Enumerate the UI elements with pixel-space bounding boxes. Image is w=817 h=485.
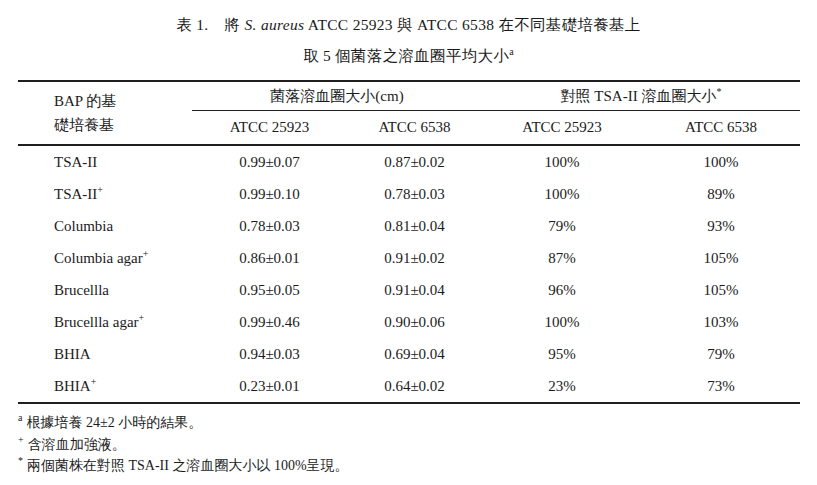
table-row: Brucellla agar+ 0.99±0.46 0.90±0.06 100%… [18,306,800,338]
header-group-zone-size-label: 菌落溶血圈大小(cm) [270,88,403,104]
medium-name: Columbia agar [54,250,143,266]
table-title: 表 1. 將 S. aureus ATCC 25923 與 ATCC 6538 在… [0,0,817,71]
footnote-plus: + 含溶血加強液。 [18,434,817,456]
value-cell: 0.95±0.05 [192,274,347,306]
value-cell: 0.90±0.06 [347,306,482,338]
table-title-line1: 表 1. 將 S. aureus ATCC 25923 與 ATCC 6538 在… [0,9,817,40]
footnote-text: 根據培養 24±2 小時的結果。 [26,415,202,430]
row-label: TSA-II [18,145,192,178]
value-cell: 79% [482,210,642,242]
value-cell: 0.99±0.10 [192,178,347,210]
header-group-vs-tsa2-marker: * [716,86,721,97]
value-cell: 0.78±0.03 [192,210,347,242]
header-group-row: BAP 的基 礎培養基 菌落溶血圈大小(cm) 對照 TSA-II 溶血圈大小* [18,81,800,111]
value-cell: 100% [482,178,642,210]
hemolysis-table: BAP 的基 礎培養基 菌落溶血圈大小(cm) 對照 TSA-II 溶血圈大小*… [18,80,800,404]
header-group-vs-tsa2: 對照 TSA-II 溶血圈大小* [482,81,800,111]
footnote-marker: a [18,412,22,423]
footnote-asterisk: * 兩個菌株在對照 TSA-II 之溶血圈大小以 100%呈現。 [18,455,817,477]
value-cell: 93% [642,210,800,242]
row-label: Brucellla [18,274,192,306]
footnote-a: a 根據培養 24±2 小時的結果。 [18,412,817,434]
medium-name: Columbia [54,218,113,234]
header-atcc25923-pct: ATCC 25923 [482,111,642,146]
header-atcc25923-cm: ATCC 25923 [192,111,347,146]
row-label: Brucellla agar+ [18,306,192,338]
value-cell: 0.87±0.02 [347,145,482,178]
table-row: TSA-II 0.99±0.07 0.87±0.02 100% 100% [18,145,800,178]
footnote-marker: * [18,455,23,466]
header-base-medium-line1: BAP 的基 [54,89,192,113]
value-cell: 0.99±0.07 [192,145,347,178]
value-cell: 96% [482,274,642,306]
value-cell: 23% [482,370,642,403]
row-label: BHIA+ [18,370,192,403]
header-base-medium-line2: 礎培養基 [54,113,192,137]
title-text-pre: 將 [225,16,245,33]
value-cell: 95% [482,338,642,370]
table-title-line2: 取 5 個菌落之溶血圈平均大小a [0,40,817,71]
medium-sup: + [97,184,103,195]
value-cell: 0.94±0.03 [192,338,347,370]
title-text-post: ATCC 25923 與 ATCC 6538 在不同基礎培養基上 [304,16,640,33]
medium-name: BHIA [54,346,91,362]
title-line2-text: 取 5 個菌落之溶血圈平均大小 [303,47,509,64]
value-cell: 0.64±0.02 [347,370,482,403]
value-cell: 103% [642,306,800,338]
value-cell: 73% [642,370,800,403]
header-base-medium: BAP 的基 礎培養基 [18,81,192,145]
medium-sup: + [91,376,97,387]
value-cell: 100% [482,145,642,178]
value-cell: 105% [642,242,800,274]
table-number: 表 1. [176,16,208,33]
row-label: Columbia [18,210,192,242]
footnote-text: 兩個菌株在對照 TSA-II 之溶血圈大小以 100%呈現。 [27,458,349,473]
medium-name: TSA-II [54,186,97,202]
row-label: Columbia agar+ [18,242,192,274]
medium-name: Brucellla agar [54,314,139,330]
value-cell: 0.23±0.01 [192,370,347,403]
table-row: BHIA+ 0.23±0.01 0.64±0.02 23% 73% [18,370,800,403]
table-row: Columbia 0.78±0.03 0.81±0.04 79% 93% [18,210,800,242]
title-species-name: S. aureus [245,16,305,33]
medium-sup: + [139,312,145,323]
value-cell: 0.99±0.46 [192,306,347,338]
value-cell: 0.81±0.04 [347,210,482,242]
row-label: TSA-II+ [18,178,192,210]
value-cell: 100% [642,145,800,178]
value-cell: 79% [642,338,800,370]
header-group-vs-tsa2-label: 對照 TSA-II 溶血圈大小 [561,88,717,104]
row-label: BHIA [18,338,192,370]
value-cell: 0.91±0.04 [347,274,482,306]
value-cell: 100% [482,306,642,338]
footnote-text: 含溶血加強液。 [28,437,126,452]
header-group-zone-size: 菌落溶血圈大小(cm) [192,81,482,111]
table-row: BHIA 0.94±0.03 0.69±0.04 95% 79% [18,338,800,370]
value-cell: 105% [642,274,800,306]
footnotes: a 根據培養 24±2 小時的結果。 + 含溶血加強液。 * 兩個菌株在對照 TSA-… [18,412,817,477]
medium-name: BHIA [54,378,91,394]
value-cell: 0.91±0.02 [347,242,482,274]
medium-name: Brucellla [54,282,109,298]
value-cell: 87% [482,242,642,274]
value-cell: 89% [642,178,800,210]
table-row: TSA-II+ 0.99±0.10 0.78±0.03 100% 89% [18,178,800,210]
medium-name: TSA-II [54,154,97,170]
title-footnote-marker: a [509,46,514,57]
table-row: Columbia agar+ 0.86±0.01 0.91±0.02 87% 1… [18,242,800,274]
page: 表 1. 將 S. aureus ATCC 25923 與 ATCC 6538 在… [0,0,817,485]
medium-sup: + [143,248,149,259]
table-row: Brucellla 0.95±0.05 0.91±0.04 96% 105% [18,274,800,306]
value-cell: 0.69±0.04 [347,338,482,370]
header-atcc6538-cm: ATCC 6538 [347,111,482,146]
value-cell: 0.86±0.01 [192,242,347,274]
footnote-marker: + [18,434,24,445]
value-cell: 0.78±0.03 [347,178,482,210]
header-atcc6538-pct: ATCC 6538 [642,111,800,146]
